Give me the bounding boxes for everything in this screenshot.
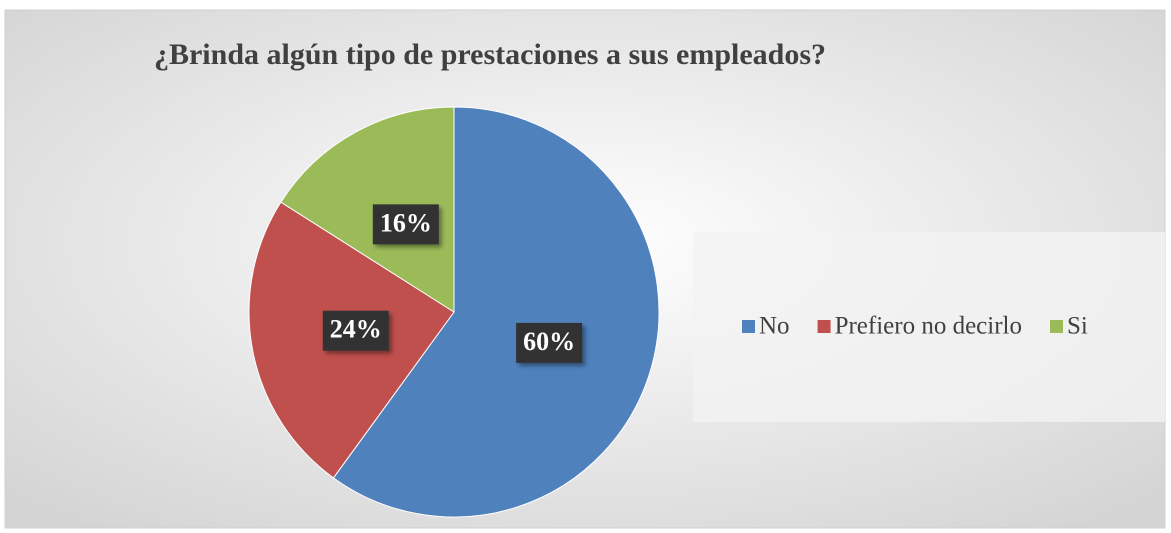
legend-label: Prefiero no decirlo (835, 313, 1022, 340)
pie-slice (280, 106, 455, 313)
pie-slice (332, 106, 660, 518)
data-label-box (372, 204, 439, 245)
data-label-box (516, 322, 583, 363)
legend-label: Si (1067, 313, 1088, 340)
legend-label: No (759, 313, 790, 340)
data-label: 24% (330, 315, 382, 344)
data-label-box (322, 310, 389, 351)
chart-title: ¿Brinda algún tipo de prestaciones a sus… (154, 38, 826, 71)
legend-box (693, 232, 1165, 422)
legend-marker (817, 320, 831, 333)
legend-marker (742, 320, 755, 333)
data-label: 16% (380, 208, 432, 237)
data-label: 60% (523, 327, 575, 356)
legend-marker (1050, 320, 1063, 333)
